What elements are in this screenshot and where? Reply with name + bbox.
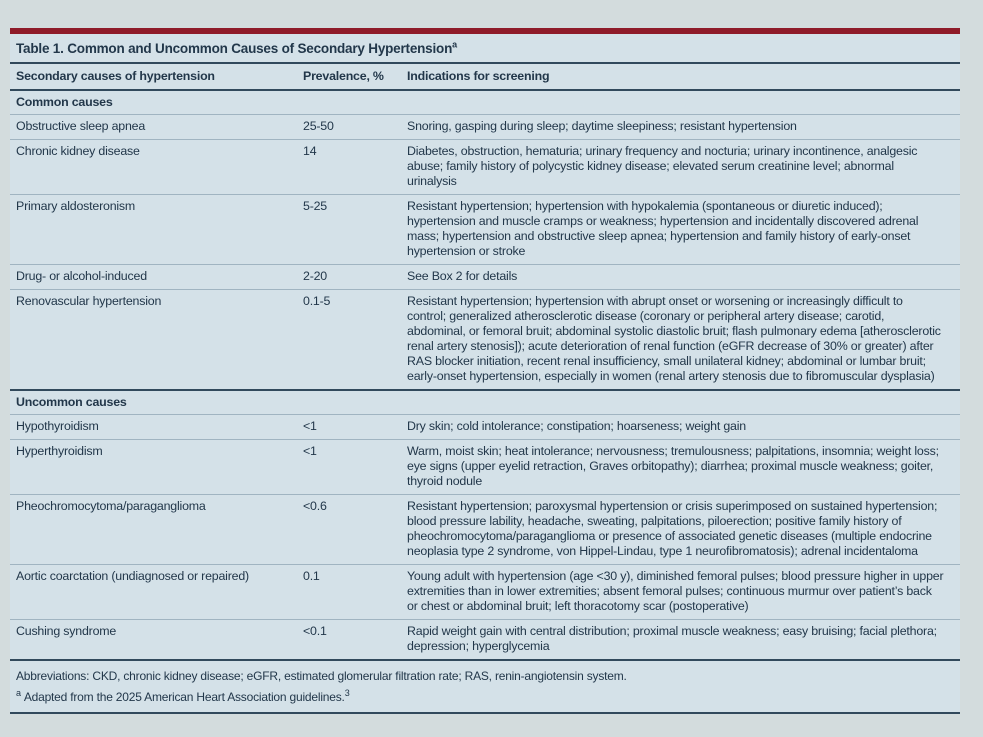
indications-cell: Warm, moist skin; heat intolerance; nerv…	[407, 444, 939, 488]
secondary-hypertension-table: Table 1. Common and Uncommon Causes of S…	[10, 28, 960, 714]
cause-cell: Renovascular hypertension	[16, 294, 162, 308]
table-row: Chronic kidney disease 14 Diabetes, obstru…	[10, 139, 960, 194]
prevalence-cell: <1	[303, 419, 317, 433]
section-header-row: Uncommon causes	[10, 389, 960, 414]
table-row: Aortic coarctation (undiagnosed or repai…	[10, 564, 960, 619]
table-title: Table 1. Common and Uncommon Causes of S…	[10, 34, 960, 64]
prevalence-cell: 5-25	[303, 199, 327, 213]
indications-cell: See Box 2 for details	[407, 269, 518, 283]
table-row: Renovascular hypertension 0.1-5 Resistant …	[10, 289, 960, 389]
table-body: Common causes Obstructive sleep apnea 25-5…	[10, 89, 960, 661]
prevalence-cell: 14	[303, 144, 317, 158]
prevalence-cell: 0.1-5	[303, 294, 331, 308]
prevalence-cell: <0.1	[303, 624, 327, 638]
column-header-prevalence: Prevalence, %	[303, 69, 384, 83]
indications-cell: Rapid weight gain with central distribut…	[407, 624, 937, 653]
table-row: Hypothyroidism <1 Dry skin; cold intoleran…	[10, 414, 960, 439]
section-label: Common causes	[16, 95, 113, 109]
cause-cell: Hyperthyroidism	[16, 444, 103, 458]
indications-cell: Snoring, gasping during sleep; daytime s…	[407, 119, 797, 133]
cause-cell: Aortic coarctation (undiagnosed or repai…	[16, 569, 249, 583]
table-row: Cushing syndrome <0.1 Rapid weight gain wi…	[10, 619, 960, 659]
column-header-causes: Secondary causes of hypertension	[16, 69, 215, 83]
cause-cell: Hypothyroidism	[16, 419, 99, 433]
indications-cell: Resistant hypertension; paroxysmal hyper…	[407, 499, 938, 558]
prevalence-cell: 2-20	[303, 269, 327, 283]
table-row: Obstructive sleep apnea 25-50 Snoring, gas…	[10, 114, 960, 139]
table-title-superscript: a	[452, 39, 457, 50]
footnote-a-text: Adapted from the 2025 American Heart Ass…	[23, 690, 345, 704]
table-row: Drug- or alcohol-induced 2-20 See Box 2 fo…	[10, 264, 960, 289]
indications-cell: Resistant hypertension; hypertension wit…	[407, 199, 919, 258]
cause-cell: Drug- or alcohol-induced	[16, 269, 147, 283]
indications-cell: Diabetes, obstruction, hematuria; urinar…	[407, 144, 918, 188]
abbreviations-text: Abbreviations: CKD, chronic kidney disea…	[16, 669, 627, 683]
table-row: Hyperthyroidism <1 Warm, moist skin; heat …	[10, 439, 960, 494]
abbreviations-note: Abbreviations: CKD, chronic kidney disea…	[16, 669, 954, 683]
table-row: Primary aldosteronism 5-25 Resistant hyper…	[10, 194, 960, 264]
prevalence-cell: 0.1	[303, 569, 320, 583]
indications-cell: Young adult with hypertension (age <30 y…	[407, 569, 944, 613]
cause-cell: Chronic kidney disease	[16, 144, 140, 158]
section-header-row: Common causes	[10, 89, 960, 114]
footnote-a: a Adapted from the 2025 American Heart As…	[16, 688, 954, 705]
footnote-a-reference: 3	[344, 688, 350, 698]
cause-cell: Cushing syndrome	[16, 624, 117, 638]
accent-bar	[10, 28, 960, 34]
section-label: Uncommon causes	[16, 395, 127, 409]
cause-cell: Pheochromocytoma/paraganglioma	[16, 499, 206, 513]
indications-cell: Dry skin; cold intolerance; constipation…	[407, 419, 746, 433]
indications-cell: Resistant hypertension; hypertension wit…	[407, 294, 941, 383]
footnote-a-marker: a	[16, 688, 21, 698]
column-header-indications: Indications for screening	[407, 69, 550, 83]
column-header-row: Secondary causes of hypertension Prevale…	[10, 64, 960, 89]
footnotes: Abbreviations: CKD, chronic kidney disea…	[10, 661, 960, 714]
table-row: Pheochromocytoma/paraganglioma <0.6 Resist…	[10, 494, 960, 564]
cause-cell: Primary aldosteronism	[16, 199, 136, 213]
prevalence-cell: <1	[303, 444, 317, 458]
cause-cell: Obstructive sleep apnea	[16, 119, 146, 133]
prevalence-cell: 25-50	[303, 119, 334, 133]
prevalence-cell: <0.6	[303, 499, 327, 513]
table-title-text: Table 1. Common and Uncommon Causes of S…	[16, 41, 453, 56]
